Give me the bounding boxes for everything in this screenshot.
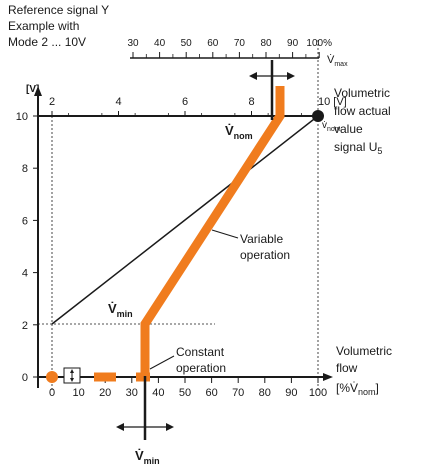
vmin-bottom-label-text: V̇min bbox=[135, 448, 160, 466]
voltage-tick-label: 8 bbox=[248, 96, 254, 108]
caption-line-2: Example with bbox=[8, 19, 79, 33]
variable-operation-label: Variable operation bbox=[211, 229, 290, 262]
vmin-arrow-left-icon bbox=[116, 423, 124, 431]
variable-operation-curve bbox=[140, 86, 285, 377]
x-title-line-2: flow bbox=[336, 361, 358, 375]
x-tick-label: 70 bbox=[232, 387, 244, 399]
actual-value-signal: signal U5 bbox=[334, 140, 382, 156]
x-tick-label: 80 bbox=[259, 387, 271, 399]
vmax-tick-label: 50 bbox=[181, 38, 193, 49]
x-axis-arrow-icon bbox=[323, 373, 333, 381]
vnom-right-label-text: v̇nom bbox=[322, 120, 341, 133]
actual-value-signal-text: signal U bbox=[334, 140, 377, 154]
voltage-tick-label: 2 bbox=[49, 96, 55, 108]
vmin-bottom-label: V̇min bbox=[135, 448, 160, 466]
y-tick-label: 4 bbox=[22, 268, 28, 280]
x-unit-prefix: [%V̇ bbox=[336, 381, 358, 395]
offset-arrow-up-icon bbox=[70, 369, 74, 373]
vmax-tick-label: 70 bbox=[234, 38, 246, 49]
vnom-right-subscript: nom bbox=[327, 126, 341, 133]
adjust-markers bbox=[63, 60, 295, 440]
caption-line-1: Reference signal Y bbox=[8, 3, 109, 17]
vmin-label-text: V̇min bbox=[108, 301, 133, 319]
vmax-tick-label: 100% bbox=[306, 38, 332, 49]
vmax-subscript: max bbox=[334, 61, 348, 68]
vmax-scale: 30 40 50 60 70 80 90 100% V̇max bbox=[127, 38, 348, 68]
variable-label-line-2: operation bbox=[240, 248, 290, 262]
vmin-symbol: V̇ bbox=[108, 301, 117, 316]
vnom-label-text: V̇nom bbox=[225, 123, 253, 141]
y-tick-label: 0 bbox=[22, 372, 28, 384]
x-tick-label: 10 bbox=[72, 387, 84, 399]
x-tick-label: 100 bbox=[309, 387, 327, 399]
vnom-symbol: V̇ bbox=[225, 123, 234, 138]
y-axis-unit: [V] bbox=[26, 84, 39, 95]
vmax-symbol: V̇ bbox=[327, 53, 335, 66]
y-tick-label: 6 bbox=[22, 215, 28, 227]
voltage-tick-label: 6 bbox=[182, 96, 188, 108]
vmax-tick-label: 80 bbox=[260, 38, 272, 49]
voltage-axis: 2 4 6 8 10 [V] bbox=[38, 96, 347, 122]
x-axis-title: Volumetric flow [%V̇nom] bbox=[336, 344, 392, 397]
vmax-label: V̇max bbox=[327, 53, 348, 68]
reference-signal-caption: Reference signal Y Example with Mode 2 .… bbox=[8, 3, 109, 49]
vmax-arrow-right-icon bbox=[287, 72, 295, 80]
x-tick-label: 20 bbox=[99, 387, 111, 399]
vmax-tick-label: 30 bbox=[127, 38, 139, 49]
offset-arrow-down-icon bbox=[70, 378, 74, 382]
reference-lines bbox=[38, 40, 319, 390]
y-axis-arrow-icon bbox=[34, 86, 42, 96]
x-unit-suffix: ] bbox=[376, 381, 379, 395]
vmax-diagonal-line bbox=[51, 115, 319, 325]
x-title-line-1: Volumetric bbox=[336, 344, 392, 358]
x-tick-label: 90 bbox=[285, 387, 297, 399]
actual-value-line-1: Volumetric bbox=[334, 86, 390, 100]
x-title-unit: [%V̇nom] bbox=[336, 381, 379, 397]
y-tick-label: 2 bbox=[22, 320, 28, 332]
vmax-tick-label: 90 bbox=[287, 38, 299, 49]
y-axis: [V] 0 2 4 6 8 10 bbox=[16, 84, 42, 388]
vmin-bottom-subscript: min bbox=[144, 456, 160, 466]
vnom-subscript: nom bbox=[234, 131, 253, 141]
x-unit-sub: nom bbox=[358, 387, 376, 397]
caption-line-3: Mode 2 ... 10V bbox=[8, 35, 86, 49]
constant-operation-label: Constant operation bbox=[149, 345, 226, 375]
actual-value-line-3: value bbox=[334, 122, 363, 136]
y-tick-label: 10 bbox=[16, 111, 28, 123]
variable-label-line-1: Variable bbox=[240, 232, 283, 246]
voltage-tick-label: 4 bbox=[115, 96, 121, 108]
actual-value-label: Volumetric flow actual value signal U5 bbox=[334, 86, 391, 156]
variable-leader-line bbox=[211, 229, 239, 239]
vmin-arrow-right-icon bbox=[166, 423, 174, 431]
vnom-right-label: v̇nom bbox=[322, 120, 341, 133]
constant-leader-line bbox=[149, 355, 175, 370]
vmin-label: V̇min bbox=[108, 301, 133, 319]
zero-point-icon bbox=[46, 371, 58, 383]
y-tick-label: 8 bbox=[22, 163, 28, 175]
constant-label-line-1: Constant bbox=[176, 345, 225, 359]
x-axis: 0 10 20 30 40 50 60 70 80 90 100 bbox=[38, 373, 333, 399]
actual-value-line-2: flow actual bbox=[334, 104, 391, 118]
vmax-tick-label: 40 bbox=[154, 38, 166, 49]
x-tick-label: 40 bbox=[152, 387, 164, 399]
vmax-arrow-left-icon bbox=[249, 72, 257, 80]
x-tick-label: 30 bbox=[126, 387, 138, 399]
vmin-bottom-symbol: V̇ bbox=[135, 448, 144, 463]
voltage-tick-label: 10 [V] bbox=[318, 96, 347, 108]
actual-value-signal-sub: 5 bbox=[377, 146, 382, 156]
x-tick-label: 50 bbox=[179, 387, 191, 399]
vnom-label: V̇nom bbox=[225, 123, 253, 141]
constant-label-line-2: operation bbox=[176, 361, 226, 375]
vnom-right-symbol: v̇ bbox=[322, 120, 327, 131]
vmin-subscript: min bbox=[117, 309, 133, 319]
x-tick-label: 60 bbox=[205, 387, 217, 399]
x-tick-label: 0 bbox=[49, 387, 55, 399]
vmax-tick-label: 60 bbox=[207, 38, 219, 49]
